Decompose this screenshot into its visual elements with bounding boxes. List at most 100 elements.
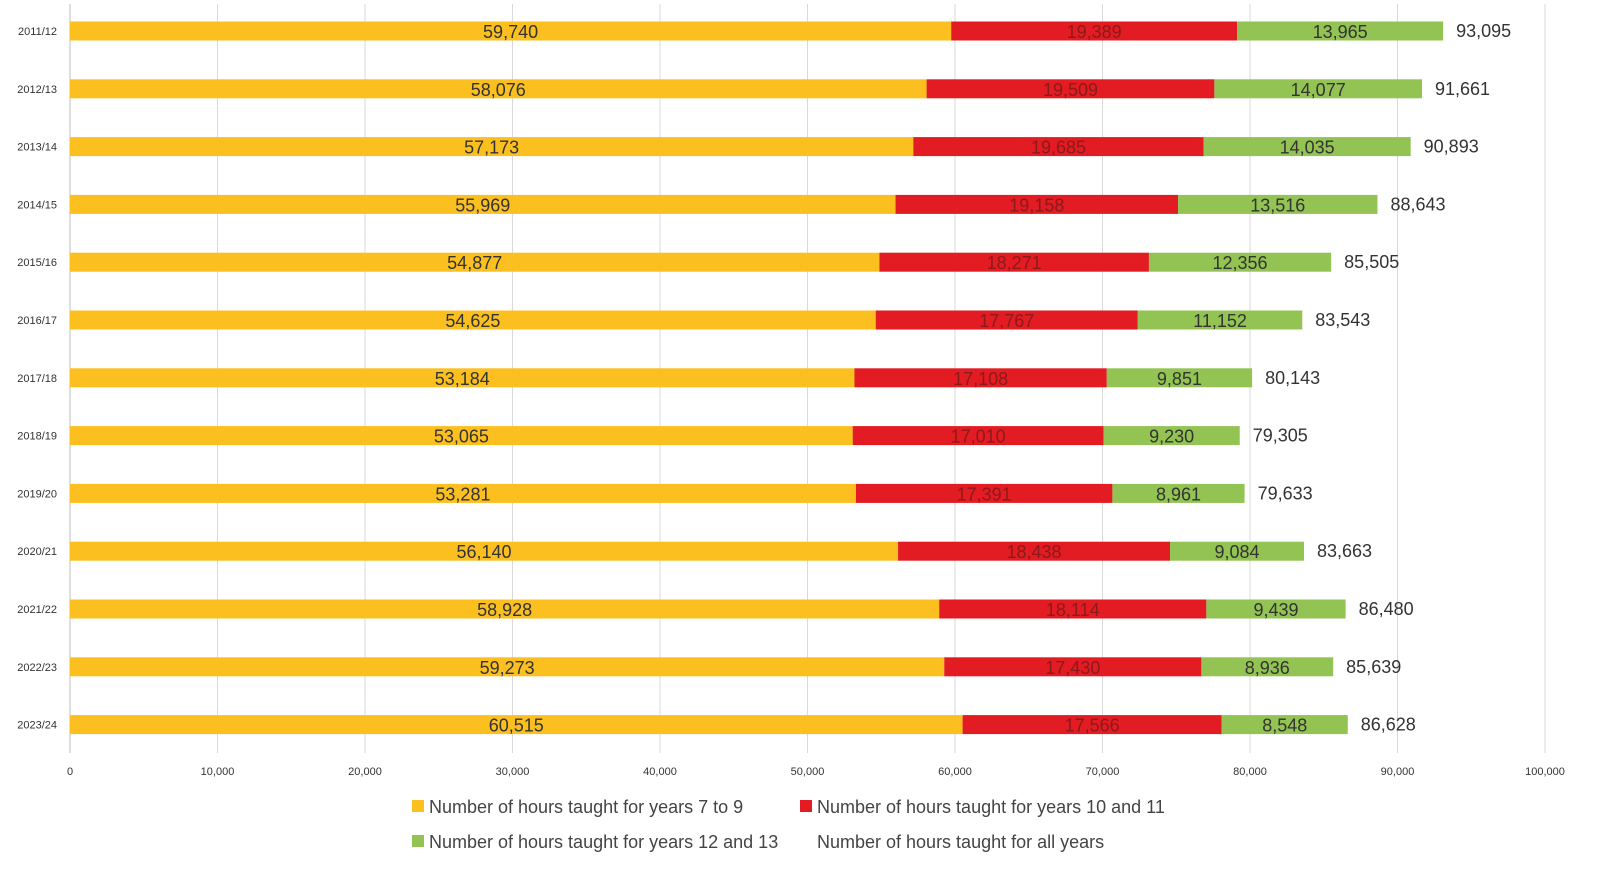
data-label: 17,767: [979, 311, 1034, 331]
data-label: 54,625: [445, 311, 500, 331]
bar-segment: [70, 657, 945, 677]
data-label: 19,158: [1009, 195, 1064, 215]
bar-segment: [70, 599, 940, 619]
total-label: 80,143: [1265, 368, 1320, 388]
legend-label: Number of hours taught for years 12 and …: [429, 832, 778, 852]
category-label: 2022/23: [17, 662, 57, 674]
data-label: 9,084: [1214, 542, 1259, 562]
legend-label: Number of hours taught for all years: [817, 832, 1104, 852]
total-label: 86,480: [1359, 599, 1414, 619]
bar-segment: [1112, 483, 1245, 503]
data-label: 17,566: [1065, 716, 1120, 736]
bar-segment: [1237, 21, 1444, 41]
bar-segment: [895, 194, 1179, 214]
legend-swatch: [412, 800, 424, 812]
data-label: 58,076: [471, 80, 526, 100]
x-tick-label: 90,000: [1381, 766, 1415, 778]
data-label: 9,851: [1157, 369, 1202, 389]
total-label: 85,505: [1344, 252, 1399, 272]
data-label: 17,108: [953, 369, 1008, 389]
x-tick-label: 10,000: [201, 766, 235, 778]
legend-swatch: [412, 835, 424, 847]
data-label: 53,281: [435, 484, 490, 504]
bar-segment: [913, 137, 1204, 157]
data-label: 8,961: [1156, 484, 1201, 504]
bar-segment: [875, 310, 1138, 330]
data-label: 8,936: [1245, 658, 1290, 678]
total-label: 91,661: [1435, 79, 1490, 99]
bar-segment: [1170, 541, 1305, 561]
bar-segment: [70, 252, 880, 272]
data-label: 13,965: [1313, 22, 1368, 42]
x-tick-label: 60,000: [938, 766, 972, 778]
bar-segment: [70, 79, 927, 99]
category-label: 2016/17: [17, 315, 57, 327]
legend-label: Number of hours taught for years 7 to 9: [429, 797, 743, 817]
bar-segment: [70, 194, 896, 214]
data-label: 54,877: [447, 253, 502, 273]
total-label: 88,643: [1390, 194, 1445, 214]
bar-segment: [70, 715, 963, 735]
bar-segment: [1214, 79, 1423, 99]
data-label: 9,439: [1253, 600, 1298, 620]
data-label: 18,438: [1007, 542, 1062, 562]
bar-segment: [879, 252, 1149, 272]
data-label: 56,140: [457, 542, 512, 562]
data-label: 18,271: [987, 253, 1042, 273]
category-label: 2021/22: [17, 604, 57, 616]
bar-segment: [951, 21, 1238, 41]
bar-segment: [1148, 252, 1332, 272]
category-label: 2014/15: [17, 199, 57, 211]
x-tick-label: 40,000: [643, 766, 677, 778]
data-label: 19,685: [1031, 138, 1086, 158]
data-label: 53,065: [434, 427, 489, 447]
category-label: 2015/16: [17, 257, 57, 269]
x-tick-label: 100,000: [1525, 766, 1565, 778]
total-label: 90,893: [1424, 137, 1479, 157]
category-label: 2018/19: [17, 431, 57, 443]
bar-segment: [944, 657, 1202, 677]
bar-segment: [70, 483, 856, 503]
total-label: 83,543: [1315, 310, 1370, 330]
bar-segment: [854, 368, 1107, 388]
total-label: 79,305: [1253, 426, 1308, 446]
bar-segment: [926, 79, 1215, 99]
data-label: 59,740: [483, 22, 538, 42]
bar-segment: [1103, 426, 1240, 446]
x-tick-label: 0: [67, 766, 73, 778]
data-label: 53,184: [435, 369, 490, 389]
bar-segment: [1178, 194, 1378, 214]
legend-swatch: [800, 800, 812, 812]
category-label: 2023/24: [17, 720, 57, 732]
data-label: 19,509: [1043, 80, 1098, 100]
bar-segment: [70, 426, 853, 446]
data-label: 11,152: [1193, 311, 1247, 331]
x-tick-label: 80,000: [1233, 766, 1267, 778]
bar-segment: [70, 21, 952, 41]
data-label: 8,548: [1262, 716, 1307, 736]
bar-segment: [70, 310, 876, 330]
x-tick-label: 20,000: [348, 766, 382, 778]
total-label: 83,663: [1317, 541, 1372, 561]
bar-segment: [1201, 657, 1334, 677]
bar-segment: [1203, 137, 1411, 157]
bar-segment: [70, 368, 855, 388]
x-tick-label: 50,000: [791, 766, 825, 778]
data-label: 12,356: [1213, 253, 1268, 273]
total-label: 79,633: [1258, 483, 1313, 503]
data-label: 55,969: [455, 195, 510, 215]
total-label: 86,628: [1361, 715, 1416, 735]
data-label: 59,273: [480, 658, 535, 678]
data-label: 17,010: [951, 427, 1006, 447]
data-label: 58,928: [477, 600, 532, 620]
data-label: 17,391: [957, 484, 1012, 504]
bar-segment: [855, 483, 1113, 503]
bar-segment: [70, 137, 914, 157]
data-label: 18,114: [1046, 600, 1100, 620]
x-tick-label: 30,000: [496, 766, 530, 778]
bar-segment: [962, 715, 1222, 735]
category-label: 2017/18: [17, 373, 57, 385]
category-label: 2012/13: [17, 84, 57, 96]
data-label: 19,389: [1067, 22, 1122, 42]
